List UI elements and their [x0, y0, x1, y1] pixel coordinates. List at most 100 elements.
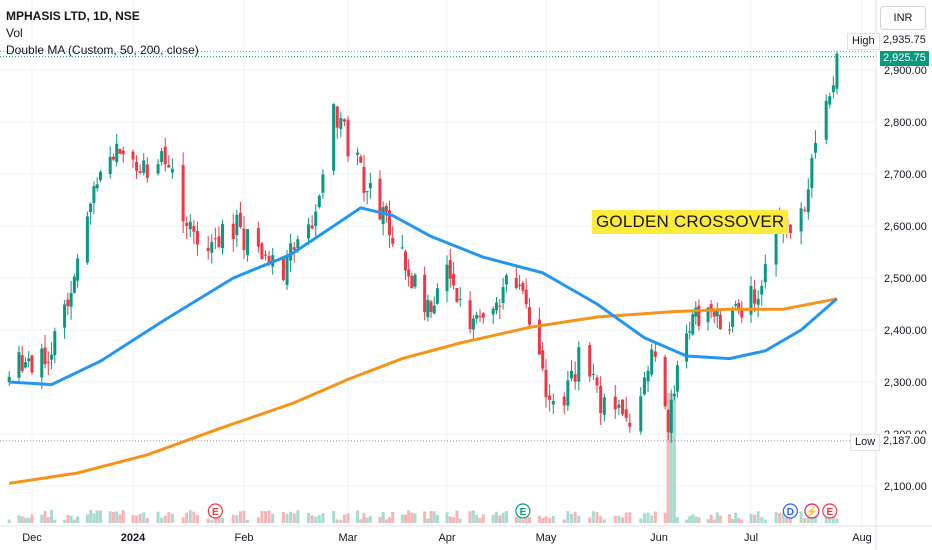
- volume-bar: [537, 515, 541, 523]
- price-tick-label: 2,500.00: [884, 273, 927, 285]
- candle-body: [514, 277, 518, 289]
- candle-body: [388, 210, 392, 236]
- volume-bar: [40, 514, 44, 523]
- candle-body: [231, 223, 235, 240]
- volume-bar: [588, 517, 592, 523]
- volume-bar: [712, 519, 716, 523]
- time-tick-label: Feb: [235, 532, 254, 544]
- volume-bar: [663, 512, 667, 523]
- symbol-title[interactable]: MPHASIS LTD, 1D, NSE: [6, 9, 140, 23]
- volume-bar: [806, 517, 810, 523]
- volume-bar: [709, 514, 713, 523]
- volume-bar: [332, 510, 336, 523]
- candle-body: [89, 203, 93, 213]
- candle-body: [381, 207, 385, 225]
- time-tick-label: Jun: [650, 532, 668, 544]
- candle-body: [163, 146, 167, 165]
- golden-crossover-annotation[interactable]: GOLDEN CROSSOVER: [592, 210, 789, 234]
- candle-body: [624, 409, 628, 418]
- volume-indicator-label[interactable]: Vol: [6, 26, 23, 40]
- volume-bar: [639, 518, 643, 523]
- volume-bar: [221, 518, 225, 523]
- volume-bar: [573, 511, 577, 523]
- volume-bar: [142, 512, 146, 523]
- candle-body: [491, 308, 495, 315]
- volume-bar: [688, 516, 692, 523]
- volume-bar: [562, 519, 566, 523]
- candle-body: [718, 314, 722, 330]
- high-price-tag: 2,935.75: [880, 33, 929, 48]
- candle-body: [85, 216, 89, 263]
- time-axis[interactable]: Dec 2024 Feb Mar Apr May Jun Jul Aug: [22, 532, 872, 544]
- volume-bar: [403, 514, 407, 523]
- candle-body: [145, 164, 149, 178]
- candle-body: [63, 304, 67, 328]
- volume-bar: [813, 512, 817, 523]
- candle-body: [368, 182, 372, 189]
- candle-body: [504, 275, 508, 285]
- volume-bar: [694, 516, 698, 523]
- volume-bar: [458, 518, 462, 523]
- candle-body: [548, 395, 552, 400]
- volume-bar: [778, 513, 782, 523]
- volume-bar: [381, 512, 385, 523]
- time-tick-label: Jul: [744, 532, 758, 544]
- candle-body: [332, 104, 336, 171]
- candle-body: [666, 410, 670, 432]
- volume-bar: [296, 510, 300, 523]
- candle-body: [621, 399, 625, 415]
- earnings-marker-ring: [822, 503, 838, 519]
- currency-selector[interactable]: INR: [880, 6, 926, 30]
- price-axis[interactable]: 2,100.002,200.002,300.002,400.002,500.00…: [884, 65, 927, 493]
- candle-body: [788, 224, 792, 234]
- volume-bar: [17, 515, 21, 523]
- volume-bar: [471, 510, 475, 523]
- volume-bar: [697, 517, 701, 523]
- volume-bar: [63, 519, 67, 523]
- volume-bar: [400, 514, 404, 523]
- candle-body: [242, 228, 246, 250]
- candle-body: [740, 307, 744, 318]
- candle-body: [448, 260, 452, 279]
- volume-bar: [728, 514, 732, 523]
- candle-body: [824, 100, 828, 140]
- candle-body: [118, 148, 122, 154]
- volume-bar: [321, 513, 325, 523]
- volume-bar: [185, 512, 189, 523]
- volume-bar: [551, 515, 555, 523]
- volume-bar: [170, 513, 174, 523]
- candles: [7, 51, 839, 443]
- candle-body: [706, 307, 710, 323]
- candle-body: [53, 331, 57, 356]
- volume-bar: [281, 511, 285, 523]
- candle-body: [40, 348, 44, 378]
- volume-bar: [72, 519, 76, 523]
- ma-indicator-label[interactable]: Double MA (Custom, 50, 200, close): [6, 43, 199, 57]
- volume-bar: [621, 517, 625, 523]
- volume-bar: [46, 517, 50, 523]
- candle-body: [46, 361, 50, 363]
- candle-body: [185, 222, 189, 226]
- candle-body: [98, 171, 102, 181]
- candle-body: [475, 314, 479, 319]
- volume-bar: [131, 515, 135, 523]
- volume-bar: [260, 511, 264, 523]
- price-tick-label: 2,300.00: [884, 377, 927, 389]
- volume-bar: [391, 511, 395, 523]
- candle-body: [712, 309, 716, 317]
- candle-body: [799, 208, 803, 232]
- candle-body: [715, 310, 719, 317]
- candle-body: [753, 289, 757, 304]
- candle-body: [260, 243, 264, 260]
- volume-bar: [89, 510, 93, 523]
- volume-bar: [267, 510, 271, 523]
- volume-bar: [310, 515, 314, 523]
- volume-bar: [111, 512, 115, 523]
- candle-body: [384, 205, 388, 213]
- candle-body: [310, 225, 314, 229]
- candle-body: [628, 422, 632, 427]
- volume-bar: [501, 512, 505, 523]
- volume-bar: [528, 517, 531, 523]
- candle-body: [43, 347, 47, 365]
